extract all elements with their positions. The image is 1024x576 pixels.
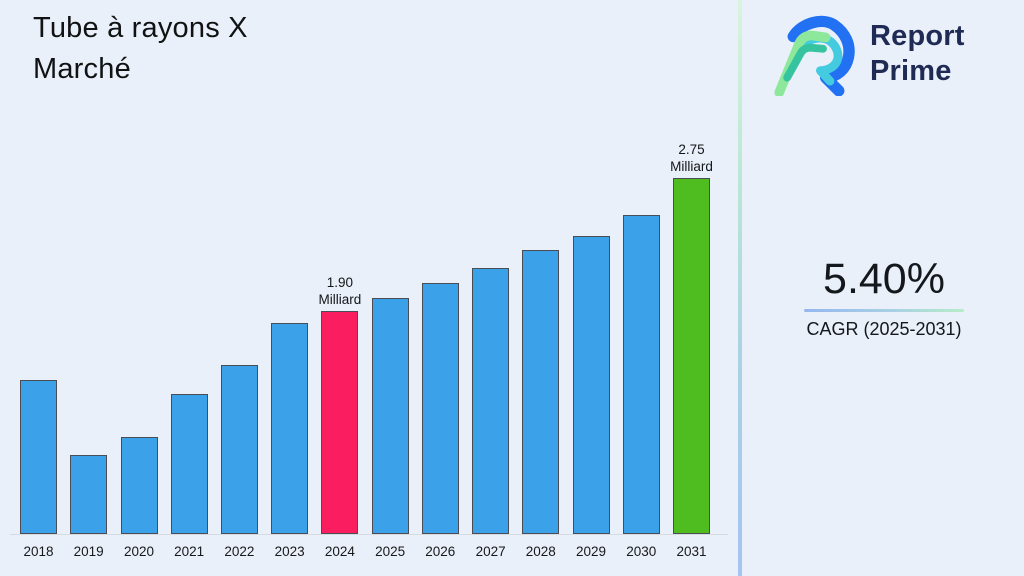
bar-value-label-2024: 1.90 Milliard [318, 275, 362, 307]
bar-2025 [371, 298, 409, 534]
bar-2030 [622, 215, 660, 534]
bar-2027 [472, 268, 510, 534]
brand-logo-block: Report Prime [772, 12, 965, 96]
x-axis-line [10, 534, 728, 535]
x-tick-2026: 2026 [425, 544, 456, 559]
x-tick-2030: 2030 [626, 544, 657, 559]
x-tick-2022: 2022 [224, 544, 255, 559]
brand-name-line2: Prime [870, 55, 952, 87]
bar-value-label-2031: 2.75 Milliard [670, 142, 713, 174]
bar-2023 [271, 323, 309, 534]
bar-2021 [170, 394, 208, 534]
x-tick-2025: 2025 [375, 544, 406, 559]
x-tick-2024: 2024 [324, 544, 355, 559]
x-tick-2023: 2023 [274, 544, 305, 559]
bar-2022 [220, 365, 258, 534]
x-tick-2020: 2020 [123, 544, 155, 559]
x-tick-2027: 2027 [475, 544, 506, 559]
bar-2018 [20, 380, 57, 534]
x-tick-2018: 2018 [23, 544, 54, 559]
page-title-line1: Tube à rayons X [33, 12, 248, 44]
page-title: Tube à rayons X Marché [33, 8, 248, 90]
bar-2024 [321, 311, 359, 534]
bar-2028 [522, 250, 560, 534]
bar-2026 [421, 283, 459, 534]
cagr-label: CAGR (2025-2031) [806, 319, 962, 339]
cagr-value: 5.40% [823, 255, 945, 303]
report-prime-logo-icon [774, 15, 855, 96]
bar-2031 [673, 178, 710, 534]
bar-2020 [120, 437, 158, 534]
x-tick-2028: 2028 [525, 544, 556, 559]
bar-chart: 2018 2019 2020 2021 2022 2023 2024 2025 2026 2027… [10, 142, 728, 559]
x-tick-2031: 2031 [676, 544, 707, 559]
brand-name: Report Prime [870, 19, 965, 89]
cagr-block: 5.40% CAGR (2025-2031) [790, 254, 978, 340]
x-tick-2029: 2029 [575, 544, 607, 559]
bar-2019 [70, 455, 108, 534]
bar-2029 [572, 236, 610, 534]
x-tick-2021: 2021 [174, 544, 205, 559]
panel-divider [738, 0, 742, 576]
x-tick-2019: 2019 [73, 544, 104, 559]
page-title-line2: Marché [33, 53, 131, 85]
cagr-underline [804, 309, 964, 312]
brand-name-line1: Report [870, 20, 965, 52]
